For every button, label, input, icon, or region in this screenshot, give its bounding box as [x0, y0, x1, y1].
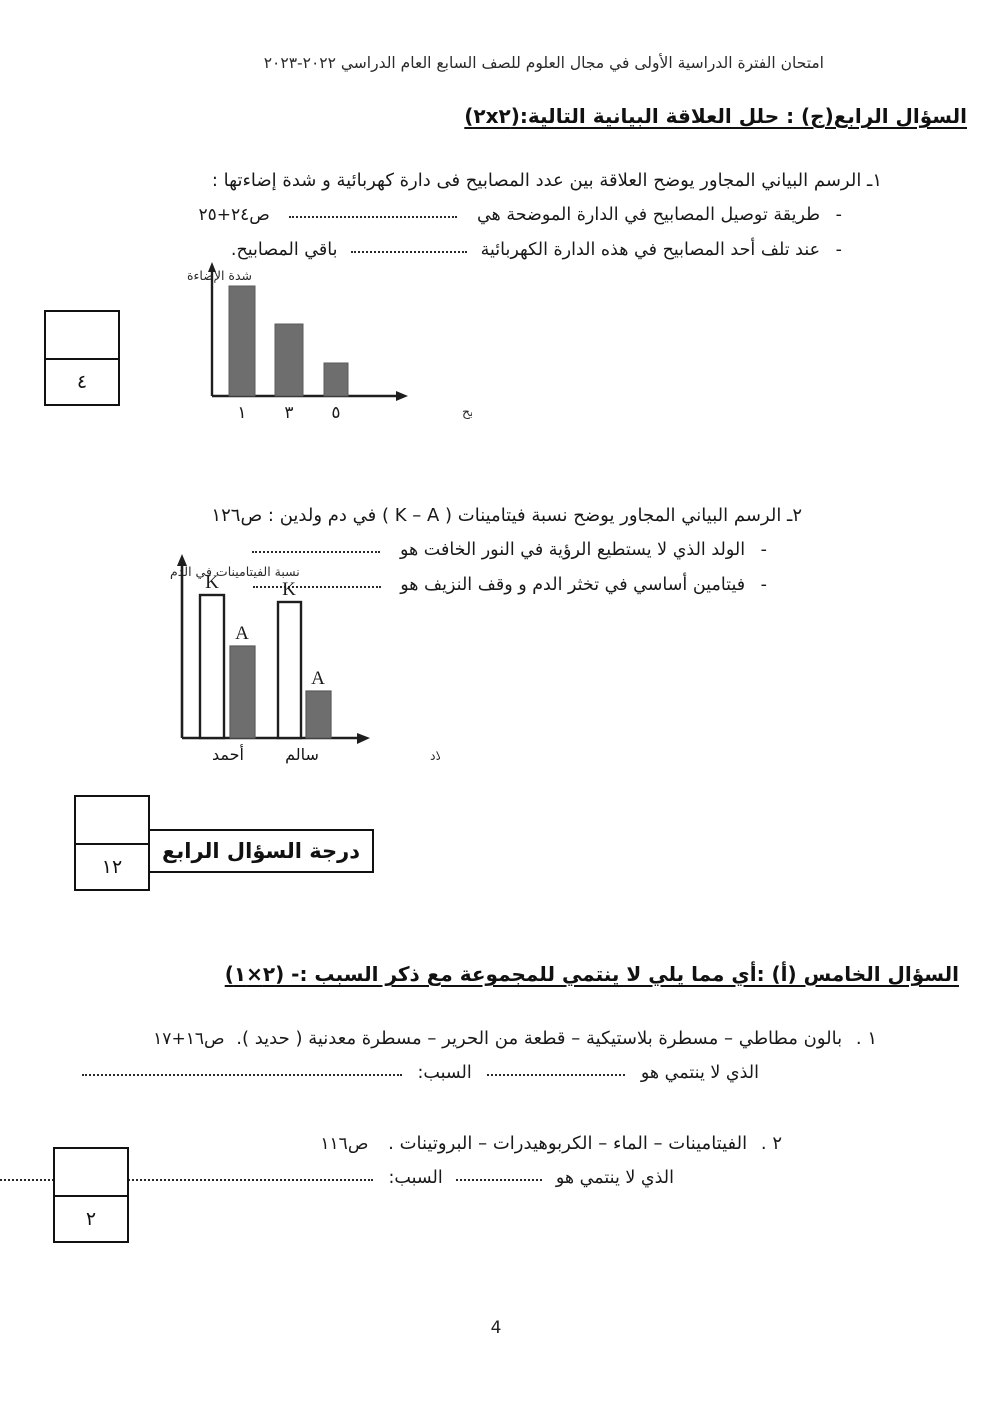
q5-item2-options: الفيتامينات – الماء – الكربوهيدرات – الب… [388, 1133, 748, 1154]
score-box-item1[interactable]: ٤ [44, 310, 120, 406]
bar-label-ahmed-k: K [205, 572, 219, 593]
q5-item2-answer-row: الذي لا ينتمي هو السبب: [0, 1168, 674, 1188]
bullet-dash: - [760, 575, 767, 595]
bar-salem-a [305, 690, 332, 739]
bar-lamps-5 [323, 362, 349, 397]
bar-lamps-1 [228, 285, 256, 397]
q4-item1-sub1-text: طريقة توصيل المصابيح في الدارة الموضحة ه… [476, 205, 821, 225]
q4-item2-sub2: - فيتامين أساسي في تخثر الدم و وقف النزي… [252, 575, 767, 595]
answer-blank[interactable] [289, 216, 458, 218]
q4-item1-sub2-prefix: عند تلف أحد المصابيح في هذه الدارة الكهر… [480, 240, 821, 260]
x-axis-arrow [357, 733, 370, 744]
q5-item2-pageref: ص١١٦ [320, 1134, 369, 1154]
lamps-brightness-chart: شدة الإضاءة ١ ٣ ٥ عدد المصابيح [112, 258, 472, 433]
q5-item2-options-row: ٢ . الفيتامينات – الماء – الكربوهيدرات –… [320, 1133, 782, 1154]
q4-item2-stem: ٢ـ الرسم البياني المجاور يوضح نسبة فيتام… [211, 505, 802, 526]
score-box-value: ٤ [76, 371, 88, 393]
category-label-ahmed: أحمد [212, 744, 244, 764]
x-axis-arrow [396, 391, 408, 401]
q4-item1-sub2: - عند تلف أحد المصابيح في هذه الدارة الك… [231, 240, 842, 260]
chart-svg: شدة الإضاءة ١ ٣ ٥ عدد المصابيح [187, 262, 472, 423]
q4-item1-pageref: ص٢٤+٢٥ [198, 205, 270, 225]
answer-blank[interactable] [351, 251, 468, 253]
q5-item1-pageref: ص١٦+١٧ [153, 1029, 225, 1049]
score-box-empty-cell[interactable] [55, 1149, 127, 1197]
y-axis-arrow [208, 262, 216, 272]
q5-item2-reason-label: السبب: [388, 1168, 443, 1188]
bullet-dash: - [835, 240, 842, 260]
exam-header: امتحان الفترة الدراسية الأولى في مجال ال… [263, 54, 824, 72]
q5-item2-number: ٢ . [760, 1133, 782, 1154]
vitamins-blood-chart: نسبة الفيتامينات في الدم K A أحمد K A سا… [30, 548, 440, 783]
answer-blank[interactable] [456, 1179, 543, 1181]
q4-item1-stem: ١ـ الرسم البياني المجاور يوضح العلاقة بي… [211, 170, 882, 191]
answer-blank[interactable] [252, 551, 381, 553]
bar-ahmed-a [229, 645, 256, 739]
bar-label-ahmed-a: A [235, 623, 249, 644]
bullet-dash: - [835, 205, 842, 225]
y-axis-label-vitamins: نسبة الفيتامينات في الدم [170, 564, 300, 579]
q5-item1-number: ١ . [855, 1028, 877, 1049]
bullet-dash: - [760, 540, 767, 560]
score-box-empty-cell[interactable] [76, 797, 148, 845]
page-number: 4 [490, 1318, 502, 1338]
tick-label-lamps-1: ٣ [284, 403, 293, 423]
q4-item2-sub2-text: فيتامين أساسي في تخثر الدم و وقف النزيف … [400, 575, 746, 595]
score-box-question5[interactable]: ٢ [53, 1147, 129, 1243]
y-axis-label-lamps: شدة الإضاءة [187, 268, 252, 283]
reason-blank[interactable] [0, 1179, 373, 1181]
tick-label-lamps-2: ٥ [331, 403, 340, 423]
score-box-value: ١٢ [101, 856, 123, 878]
question-4-title: السؤال الرابع(ج) : حلل العلاقة البيانية … [464, 104, 967, 128]
category-label-salem: سالم [285, 745, 319, 764]
bar-lamps-3 [274, 323, 304, 397]
q5-item1-reason-label: السبب: [417, 1063, 472, 1083]
score-box-question4-total[interactable]: ١٢ [74, 795, 150, 891]
answer-blank[interactable] [252, 586, 381, 588]
reason-blank[interactable] [81, 1074, 402, 1076]
question4-total-label: درجة السؤال الرابع [148, 829, 374, 873]
chart-svg: نسبة الفيتامينات في الدم K A أحمد K A سا… [170, 554, 440, 764]
q5-item1-options: بالون مطاطي – مسطرة بلاستيكية – قطعة من … [236, 1028, 843, 1049]
q4-item1-sub2-suffix: باقي المصابيح. [230, 240, 338, 260]
score-box-empty-cell[interactable] [46, 312, 118, 360]
x-axis-label-vitamins: أسماء الأولاد [430, 747, 440, 764]
tick-label-lamps-0: ١ [237, 403, 246, 423]
score-box-value: ٢ [85, 1208, 97, 1230]
bar-label-salem-k: K [282, 579, 296, 600]
answer-blank[interactable] [487, 1074, 626, 1076]
q5-item1-answer-label: الذي لا ينتمي هو [640, 1063, 759, 1083]
q5-item2-answer-label: الذي لا ينتمي هو [555, 1168, 674, 1188]
bar-ahmed-k [198, 593, 226, 740]
question-5-title: السؤال الخامس (أ) :أي مما يلي لا ينتمي ل… [224, 962, 959, 986]
bar-label-salem-a: A [311, 668, 325, 689]
q4-item2-sub1-text: الولد الذي لا يستطيع الرؤية في النور الخ… [399, 540, 746, 560]
q4-item2-sub1: - الولد الذي لا يستطيع الرؤية في النور ا… [252, 540, 767, 560]
q4-item1-sub1: - طريقة توصيل المصابيح في الدارة الموضحة… [198, 205, 842, 225]
bar-salem-k [276, 600, 303, 740]
x-axis-label-lamps: عدد المصابيح [462, 404, 472, 419]
q5-item1-answer-row: الذي لا ينتمي هو السبب: [81, 1063, 759, 1083]
y-axis-arrow [177, 554, 187, 566]
q5-item1-options-row: ١ . بالون مطاطي – مسطرة بلاستيكية – قطعة… [153, 1028, 877, 1049]
